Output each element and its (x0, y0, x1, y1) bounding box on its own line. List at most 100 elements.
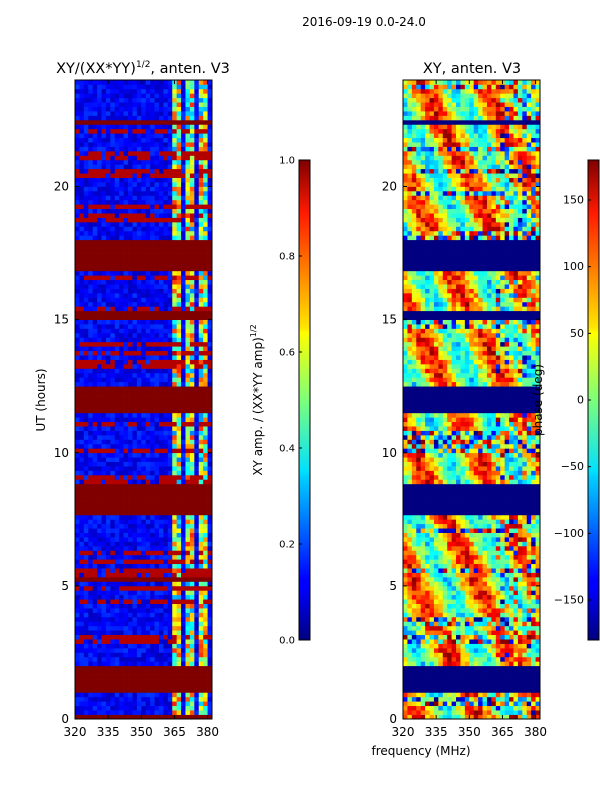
heatmap-cell (167, 652, 173, 658)
heatmap-cell (128, 639, 133, 644)
heatmap-cell (136, 559, 142, 565)
heatmap-cell (123, 519, 129, 525)
heatmap-cell (185, 195, 191, 201)
heatmap-cell (92, 399, 98, 405)
heatmap-cell (456, 710, 461, 715)
heatmap-cell (163, 288, 169, 294)
heatmap-cell (123, 541, 129, 547)
heatmap-cell (207, 119, 213, 125)
heatmap-cell (185, 355, 191, 360)
heatmap-cell (75, 421, 80, 427)
heatmap-cell (185, 581, 191, 587)
heatmap-cell (119, 710, 124, 715)
heatmap-cell (92, 528, 98, 533)
heatmap-cell (145, 288, 151, 294)
heatmap-cell (203, 204, 208, 210)
heatmap-cell (194, 301, 200, 307)
heatmap-cell (469, 661, 475, 667)
heatmap-cell (429, 670, 435, 675)
heatmap-cell (97, 670, 102, 675)
heatmap-cell (172, 230, 177, 236)
heatmap-cell (92, 168, 98, 174)
heatmap-cell (141, 412, 147, 418)
heatmap-cell (132, 88, 138, 94)
heatmap-cell (92, 563, 98, 569)
heatmap-cell (92, 696, 98, 702)
heatmap-cell (136, 479, 142, 485)
heatmap-cell (83, 497, 89, 502)
heatmap-cell (194, 443, 200, 449)
heatmap-cell (526, 714, 532, 720)
heatmap-cell (189, 173, 195, 178)
heatmap-cell (158, 97, 164, 103)
heatmap-cell (176, 168, 182, 174)
heatmap-cell (447, 687, 452, 693)
heatmap-cell (75, 208, 80, 214)
heatmap-cell (132, 550, 138, 556)
heatmap-cell (105, 97, 111, 103)
heatmap-cell (88, 439, 94, 445)
heatmap-cell (495, 696, 501, 702)
heatmap-cell (158, 293, 164, 298)
heatmap-cell (88, 324, 94, 329)
y-tick-label: 15 (54, 313, 69, 327)
heatmap-cell (123, 479, 129, 485)
heatmap-cell (194, 701, 200, 707)
heatmap-cell (101, 213, 107, 218)
heatmap-cell (504, 679, 510, 684)
heatmap-cell (136, 235, 142, 241)
heatmap-cell (101, 84, 107, 90)
heatmap-cell (119, 270, 124, 276)
heatmap-cell (75, 213, 80, 218)
heatmap-cell (194, 639, 200, 644)
heatmap-cell (123, 368, 129, 374)
heatmap-cell (194, 590, 200, 596)
heatmap-cell (429, 679, 435, 684)
heatmap-cell (203, 541, 208, 547)
heatmap-cell (176, 142, 182, 147)
heatmap-cell (79, 603, 85, 609)
heatmap-cell (114, 186, 120, 192)
heatmap-cell (194, 377, 200, 383)
heatmap-cell (198, 115, 204, 121)
heatmap-cell (110, 448, 116, 454)
heatmap-cell (97, 585, 102, 591)
heatmap-cell (88, 448, 94, 454)
heatmap-cell (105, 426, 111, 431)
heatmap-cell (451, 687, 457, 693)
heatmap-cell (83, 239, 89, 245)
heatmap-cell (203, 124, 208, 130)
heatmap-cell (203, 390, 208, 396)
heatmap-cell (181, 554, 186, 560)
heatmap-cell (132, 581, 138, 587)
heatmap-cell (207, 80, 213, 85)
heatmap-cell (114, 426, 120, 431)
heatmap-cell (185, 399, 191, 405)
heatmap-cell (128, 288, 133, 294)
heatmap-cell (194, 563, 200, 569)
heatmap-cell (110, 341, 116, 347)
heatmap-cell (92, 679, 98, 684)
heatmap-cell (531, 670, 536, 675)
heatmap-cell (189, 253, 195, 258)
heatmap-cell (172, 213, 177, 218)
heatmap-cell (110, 497, 116, 502)
heatmap-cell (500, 665, 505, 671)
heatmap-cell (189, 368, 195, 374)
heatmap-cell (407, 674, 413, 680)
heatmap-cell (207, 656, 213, 662)
heatmap-cell (163, 430, 169, 436)
heatmap-cell (185, 137, 191, 143)
heatmap-cell (203, 399, 208, 405)
heatmap-cell (75, 97, 80, 103)
heatmap-cell (185, 275, 191, 281)
heatmap-cell (181, 492, 186, 498)
heatmap-cell (75, 364, 80, 369)
heatmap-cell (460, 670, 466, 675)
heatmap-cell (92, 577, 98, 582)
heatmap-cell (132, 661, 138, 667)
heatmap-cell (478, 674, 483, 680)
heatmap-cell (114, 359, 120, 365)
heatmap-cell (194, 208, 200, 214)
heatmap-cell (92, 102, 98, 107)
